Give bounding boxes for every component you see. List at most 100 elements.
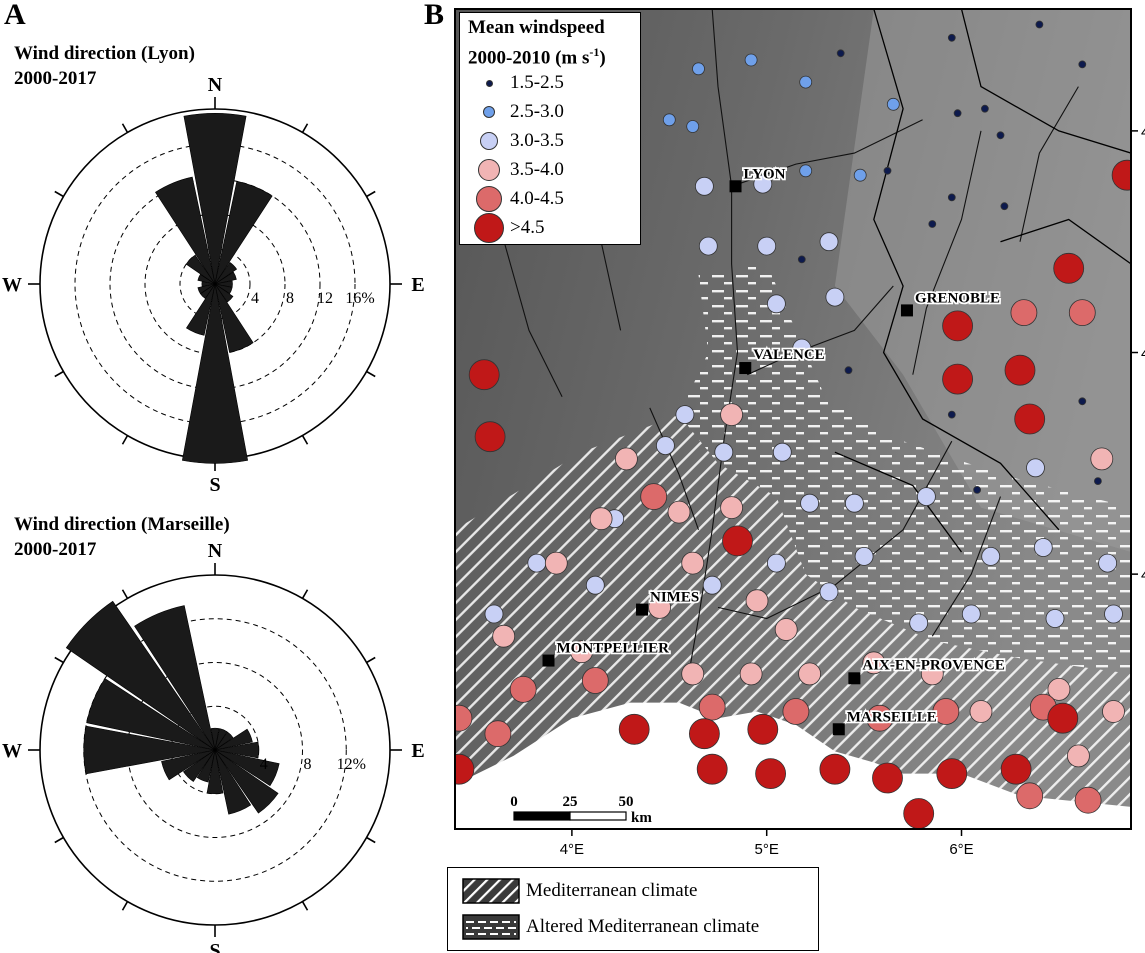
marseille-tick	[121, 589, 129, 599]
lon-label: 4°E	[560, 841, 584, 858]
station-marker	[1026, 458, 1045, 478]
marseille-sector-247.5	[161, 749, 216, 781]
legend-symbol	[468, 79, 510, 87]
lyon-ring-label: 16%	[345, 290, 374, 307]
station-marker	[1014, 403, 1046, 435]
station-marker	[474, 421, 506, 453]
lyon-cardinal-W: W	[2, 274, 22, 296]
legend-label: 3.5-4.0	[510, 159, 564, 180]
lon-label: 5°E	[755, 841, 779, 858]
lyon-sector-337.5	[155, 176, 216, 285]
legend-item: 3.0-3.5	[468, 127, 564, 155]
station-marker	[581, 667, 609, 694]
station-marker	[844, 493, 864, 513]
station-marker	[942, 363, 974, 395]
marseille-ring-label: 12%	[337, 756, 366, 773]
station-marker	[766, 294, 786, 314]
station-marker	[722, 525, 753, 557]
station-marker	[903, 798, 935, 829]
marseille-sector-202.5	[196, 749, 216, 783]
station-marker	[798, 662, 822, 686]
station-marker	[928, 220, 937, 228]
river-line	[688, 9, 739, 674]
station-marker	[1047, 702, 1079, 734]
station-marker	[614, 447, 638, 471]
marseille-sector-292.5	[86, 678, 216, 751]
marseille-sector-22.5	[214, 728, 228, 751]
station-marker	[455, 704, 473, 732]
station-marker	[844, 366, 853, 375]
city-label-montpellier: MONTPELLIER	[557, 641, 670, 657]
lyon-sector-225	[200, 283, 216, 299]
lyon-sector-247.5	[197, 283, 216, 294]
station-marker	[681, 551, 705, 575]
station-marker	[774, 618, 798, 641]
marseille-sector-315	[65, 600, 216, 751]
lyon-sector-67.5	[214, 271, 237, 285]
station-marker	[1090, 447, 1114, 471]
marseille-cardinal-S: S	[209, 940, 220, 953]
marseille-tick	[366, 656, 376, 664]
marseille-rose-title-line1: Wind direction (Marseille)	[14, 514, 230, 535]
lyon-sector-270	[201, 281, 216, 287]
lyon-sector-0	[183, 113, 247, 285]
station-marker	[909, 613, 929, 633]
station-marker	[1067, 744, 1090, 768]
dash-swatch	[462, 914, 520, 940]
lyon-sector-112.5	[214, 283, 233, 294]
lyon-tick	[54, 190, 64, 198]
station-marker	[667, 500, 691, 524]
marseille-rose-title: Wind direction (Marseille) 2000-2017	[14, 512, 230, 562]
lyon-sector-45	[214, 261, 238, 285]
legend-symbol	[468, 186, 510, 212]
lyon-ring-label: 12	[317, 290, 333, 307]
station-marker	[455, 753, 475, 785]
legend-dot	[480, 132, 498, 150]
city-label-lyon: LYON	[744, 166, 786, 182]
station-marker	[819, 232, 839, 252]
station-marker	[961, 604, 981, 624]
station-marker	[916, 487, 936, 507]
station-marker	[484, 720, 512, 748]
legend-title-unit: 2000-2010 (m s	[468, 47, 590, 69]
river-line	[1019, 86, 1079, 242]
station-marker	[698, 693, 726, 721]
station-marker	[1094, 477, 1102, 486]
station-marker	[886, 97, 900, 111]
station-marker	[932, 698, 960, 725]
legend-item: 3.5-4.0	[468, 156, 564, 184]
legend-label: 1.5-2.5	[510, 72, 564, 93]
station-marker	[1104, 604, 1123, 624]
lyon-sector-292.5	[197, 274, 216, 285]
station-marker	[936, 758, 968, 789]
station-marker	[702, 575, 722, 595]
lyon-tick	[121, 123, 129, 133]
station-marker	[509, 676, 537, 703]
station-marker	[920, 662, 944, 686]
legend-title-exponent: -1	[589, 45, 600, 59]
marseille-cardinal-N: N	[208, 540, 223, 562]
marseille-ring-label: 4	[260, 756, 268, 773]
marseille-sector-67.5	[214, 728, 253, 751]
lat-label: 46°N	[1141, 124, 1145, 141]
legend-symbol	[468, 132, 510, 150]
station-marker	[714, 442, 734, 462]
station-marker	[688, 718, 720, 750]
station-marker	[862, 651, 886, 675]
city-marker	[900, 304, 913, 317]
station-marker	[1016, 782, 1044, 810]
marseille-sector-180	[206, 749, 224, 795]
lyon-tick	[366, 370, 376, 378]
station-marker	[1111, 159, 1131, 191]
station-marker	[853, 168, 867, 182]
lyon-sector-22.5	[214, 180, 273, 285]
lyon-tick	[301, 123, 309, 133]
station-marker	[766, 553, 786, 573]
scale-bar-tick-label: 0	[510, 794, 518, 810]
city-marker	[729, 180, 742, 193]
lyon-sector-180	[181, 283, 249, 464]
city-marker	[636, 603, 649, 616]
station-marker	[589, 507, 613, 531]
station-marker	[468, 359, 500, 391]
marseille-rose-title-line2: 2000-2017	[14, 539, 97, 560]
